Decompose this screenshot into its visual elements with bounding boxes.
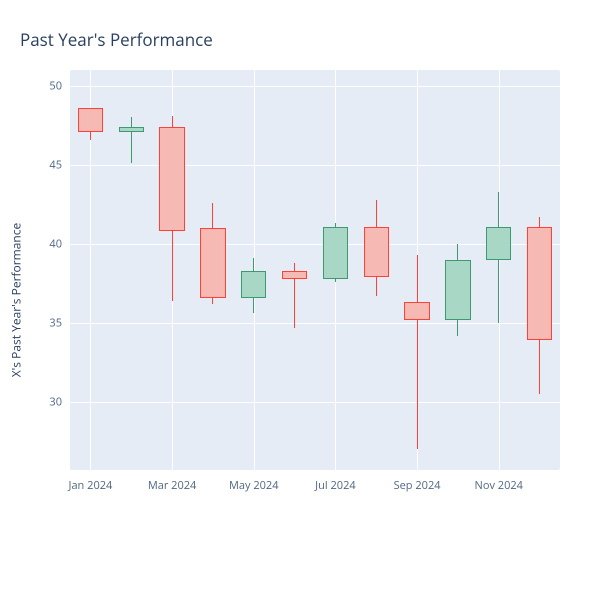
- candle-body: [159, 127, 184, 231]
- candle-body: [527, 227, 552, 341]
- chart-title: Past Year's Performance: [20, 28, 213, 51]
- x-tick-label: Nov 2024: [475, 470, 523, 493]
- candle-body: [323, 227, 348, 279]
- x-tick-label: Jan 2024: [68, 470, 112, 493]
- candle-body: [445, 260, 470, 320]
- candle-body: [364, 227, 389, 278]
- gridline-horizontal: [70, 323, 560, 324]
- candle-body: [78, 108, 103, 132]
- y-tick-label: 45: [49, 157, 70, 172]
- candle-body: [282, 271, 307, 279]
- gridline-horizontal: [70, 402, 560, 403]
- x-tick-label: Jul 2024: [315, 470, 356, 493]
- y-tick-label: 35: [49, 315, 70, 330]
- candle-body: [241, 271, 266, 298]
- candle-wick: [131, 117, 132, 163]
- gridline-horizontal: [70, 86, 560, 87]
- candle-body: [404, 302, 429, 319]
- candle-body: [486, 227, 511, 260]
- y-tick-label: 30: [49, 395, 70, 410]
- plot-area: 3035404550Jan 2024Mar 2024May 2024Jul 20…: [70, 70, 560, 470]
- x-tick-label: Sep 2024: [394, 470, 441, 493]
- candle-body: [200, 228, 225, 298]
- y-axis-label: X's Past Year's Performance: [8, 223, 25, 378]
- gridline-horizontal: [70, 165, 560, 166]
- x-tick-label: May 2024: [229, 470, 279, 493]
- x-tick-label: Mar 2024: [148, 470, 197, 493]
- candle-wick: [417, 255, 418, 449]
- y-tick-label: 50: [49, 78, 70, 93]
- candle-body: [119, 127, 144, 132]
- candlestick-chart: Past Year's Performance X's Past Year's …: [0, 0, 600, 600]
- y-tick-label: 40: [49, 236, 70, 251]
